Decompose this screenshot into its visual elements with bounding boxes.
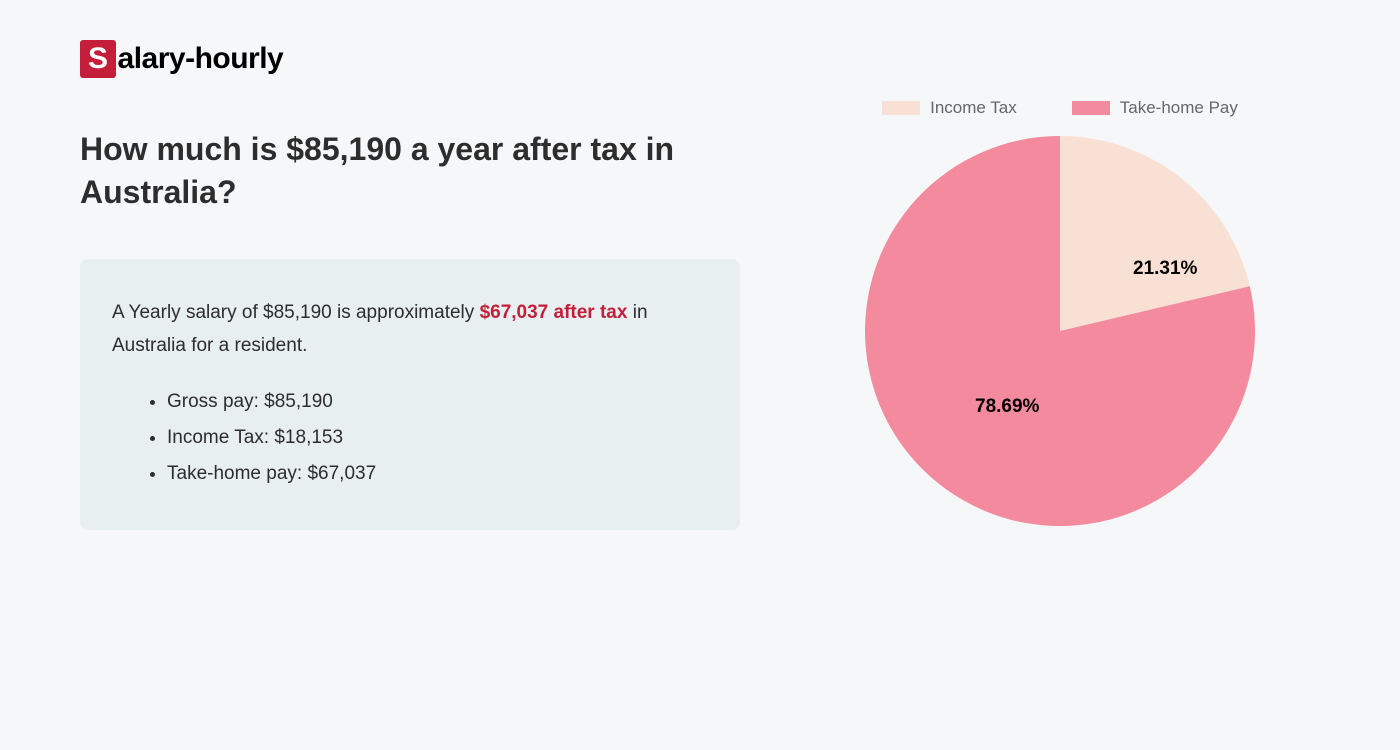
info-summary: A Yearly salary of $85,190 is approximat… bbox=[112, 297, 708, 362]
legend-label: Income Tax bbox=[930, 98, 1017, 118]
logo-text: alary-hourly bbox=[118, 42, 284, 76]
legend-item-income-tax: Income Tax bbox=[882, 98, 1017, 118]
legend-swatch bbox=[1072, 101, 1110, 115]
page-heading: How much is $85,190 a year after tax in … bbox=[80, 128, 740, 214]
legend-swatch bbox=[882, 101, 920, 115]
site-logo: Salary-hourly bbox=[80, 40, 1320, 78]
pie-chart: 21.31% 78.69% bbox=[865, 136, 1255, 526]
pie-svg bbox=[865, 136, 1255, 526]
main-content: How much is $85,190 a year after tax in … bbox=[80, 128, 1320, 530]
legend-label: Take-home Pay bbox=[1120, 98, 1238, 118]
info-prefix: A Yearly salary of $85,190 is approximat… bbox=[112, 302, 480, 323]
list-item: Take-home pay: $67,037 bbox=[167, 456, 708, 492]
chart-legend: Income Tax Take-home Pay bbox=[882, 98, 1238, 118]
left-panel: How much is $85,190 a year after tax in … bbox=[80, 128, 740, 530]
info-box: A Yearly salary of $85,190 is approximat… bbox=[80, 259, 740, 530]
pie-slice-label: 21.31% bbox=[1133, 258, 1197, 280]
legend-item-take-home: Take-home Pay bbox=[1072, 98, 1238, 118]
list-item: Income Tax: $18,153 bbox=[167, 420, 708, 456]
info-highlight: $67,037 after tax bbox=[480, 302, 628, 323]
info-list: Gross pay: $85,190 Income Tax: $18,153 T… bbox=[112, 384, 708, 492]
chart-panel: Income Tax Take-home Pay 21.31% 78.69% bbox=[800, 98, 1320, 530]
logo-s-box: S bbox=[80, 40, 116, 78]
pie-slice-label: 78.69% bbox=[975, 396, 1039, 418]
list-item: Gross pay: $85,190 bbox=[167, 384, 708, 420]
